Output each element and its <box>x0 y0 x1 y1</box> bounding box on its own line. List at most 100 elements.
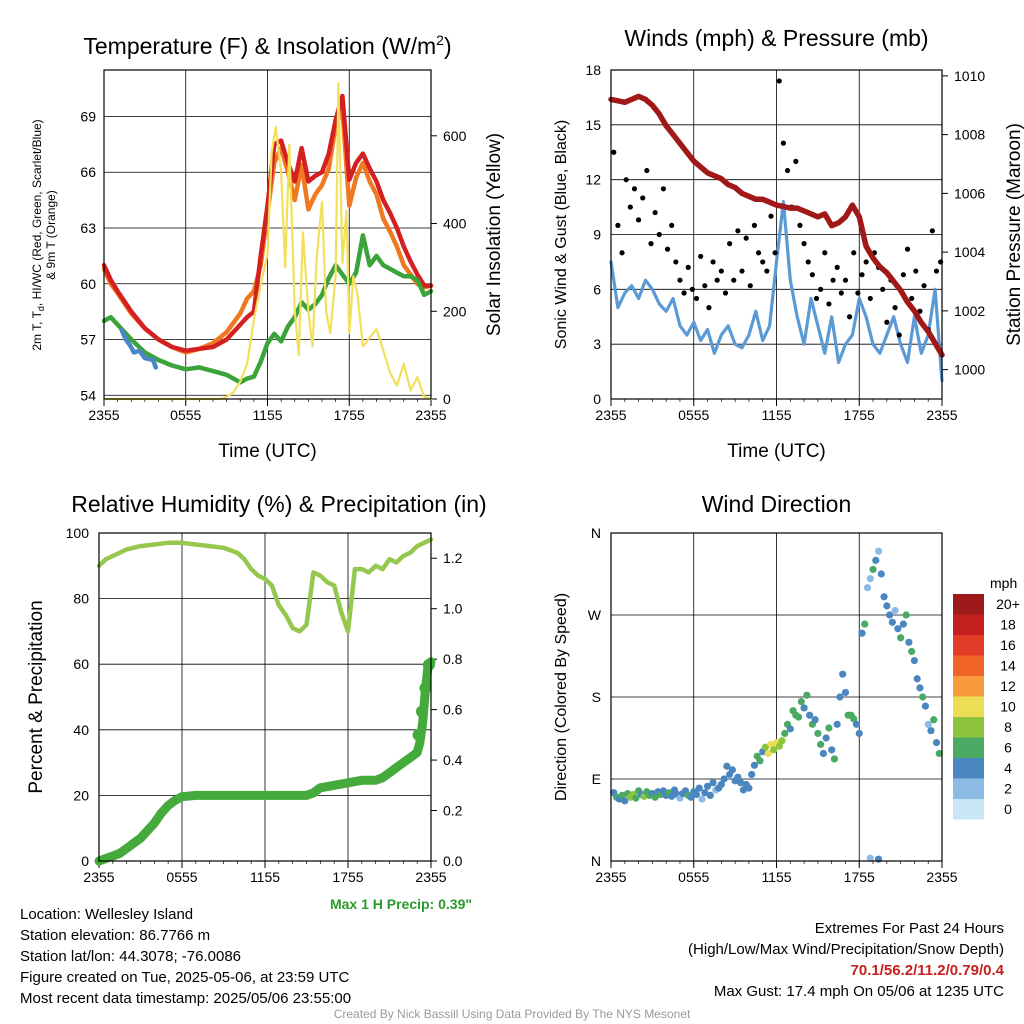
direction-point <box>927 727 935 735</box>
direction-point <box>830 755 839 763</box>
gust-point <box>772 250 778 256</box>
direction-point <box>803 691 811 699</box>
direction-point <box>822 734 830 742</box>
credit-text: Created By Nick Bassill Using Data Provi… <box>333 1007 691 1021</box>
x-tick-label: 0555 <box>170 407 201 423</box>
direction-point <box>872 556 880 564</box>
direction-point <box>885 611 894 619</box>
gust-point <box>760 259 766 265</box>
y2-tick-label: 1000 <box>954 362 985 378</box>
y-tick-label: 0 <box>593 391 601 407</box>
direction-point <box>632 794 640 802</box>
chart-title: Wind Direction <box>702 491 852 517</box>
plot-frame <box>98 532 432 862</box>
gust-point <box>913 268 919 274</box>
legend-label: 12 <box>1000 678 1016 694</box>
y-tick-label: 69 <box>80 108 96 124</box>
direction-point <box>861 620 869 628</box>
x-tick-label: 1155 <box>761 869 791 885</box>
extremes-values: 70.1/56.2/11.2/0.79/0.4 <box>850 962 1004 979</box>
created-text: Figure created on Tue, 2025-05-06, at 23… <box>20 969 350 986</box>
legend-swatch <box>953 758 984 779</box>
direction-point <box>800 704 808 712</box>
gust-point <box>656 231 662 238</box>
y-tick-label: W <box>588 607 602 623</box>
y-axis-label: 2m T, Td, HI/WC (Red, Green, Scarlet/Blu… <box>30 119 46 350</box>
panel-humidity: 2355 0555 1155 1755 23550204060801000.00.20.… <box>26 491 487 885</box>
gust-point <box>846 314 853 320</box>
gust-point <box>747 283 753 289</box>
legend-label: 6 <box>1004 740 1012 756</box>
legend-swatch <box>953 799 984 820</box>
y2-tick-label: 1.0 <box>443 601 463 617</box>
direction-point <box>814 729 822 738</box>
gust-point <box>722 290 729 296</box>
y2-tick-label: 1.2 <box>443 550 463 566</box>
y2-axis-label: Station Pressure (Maroon) <box>1004 123 1024 346</box>
gust-point <box>623 177 629 183</box>
direction-point <box>866 574 874 583</box>
gust-point <box>631 186 638 192</box>
gust-point <box>838 290 844 296</box>
max-precip-note: Max 1 H Precip: 0.39" <box>329 896 472 912</box>
y-axis-label: Percent & Precipitation <box>26 600 47 793</box>
gust-point <box>892 305 898 311</box>
direction-point <box>850 715 858 723</box>
gust-point <box>851 250 857 256</box>
direction-point <box>701 789 709 797</box>
series-line-yellow <box>102 82 433 401</box>
gust-point <box>896 332 902 338</box>
y-tick-label: 0 <box>81 853 89 869</box>
gust-point <box>921 283 927 289</box>
series-line-pressure <box>608 93 945 358</box>
x-tick-label: 2355 <box>88 407 119 423</box>
direction-point <box>728 766 736 774</box>
legend-label: 4 <box>1004 760 1012 776</box>
gust-point <box>933 268 940 274</box>
direction-point <box>897 634 905 642</box>
legend-swatch <box>953 778 984 799</box>
chart-title: Temperature (F) & Insolation (W/m2) <box>83 32 451 59</box>
direction-point <box>874 855 883 863</box>
legend-label: 8 <box>1004 719 1012 735</box>
gust-point <box>640 195 646 201</box>
direction-point <box>828 746 836 754</box>
x-tick-label: 2355 <box>83 869 114 885</box>
direction-point <box>910 656 919 665</box>
legend-label: 10 <box>1000 699 1016 715</box>
y2-tick-label: 1010 <box>954 68 985 84</box>
y-axis-label: Direction (Colored By Speed) <box>553 593 570 801</box>
legend-title: mph <box>990 575 1017 591</box>
x-axis-label: Time (UTC) <box>218 441 317 462</box>
direction-point <box>839 670 847 678</box>
direction-point <box>767 740 775 748</box>
y-tick-label: S <box>592 689 601 705</box>
y2-tick-label: 1008 <box>954 127 985 143</box>
legend-swatch <box>953 696 984 717</box>
x-tick-label: 2355 <box>595 407 626 423</box>
direction-point <box>745 784 753 792</box>
latlon-text: Station lat/lon: 44.3078; -76.0086 <box>20 948 242 965</box>
direction-point <box>841 688 850 697</box>
direction-point <box>863 584 872 592</box>
direction-point <box>668 792 676 800</box>
precip-point <box>412 728 425 741</box>
y-tick-label: 63 <box>80 220 96 236</box>
gust-point <box>855 290 861 296</box>
direction-point <box>855 729 863 738</box>
y-tick-label: N <box>591 853 601 869</box>
gust-point <box>801 241 807 247</box>
direction-point <box>778 737 786 745</box>
series-line-rh <box>96 537 434 634</box>
x-tick-label: 2355 <box>415 869 446 885</box>
direction-point <box>932 738 941 747</box>
gust-point <box>842 277 849 283</box>
gust-point <box>702 283 708 289</box>
y-tick-label: 9 <box>593 227 601 243</box>
direction-point <box>750 761 759 769</box>
direction-point <box>748 770 756 779</box>
gust-point <box>714 277 720 283</box>
gust-point <box>718 268 724 274</box>
y-tick-label: 15 <box>585 117 601 133</box>
